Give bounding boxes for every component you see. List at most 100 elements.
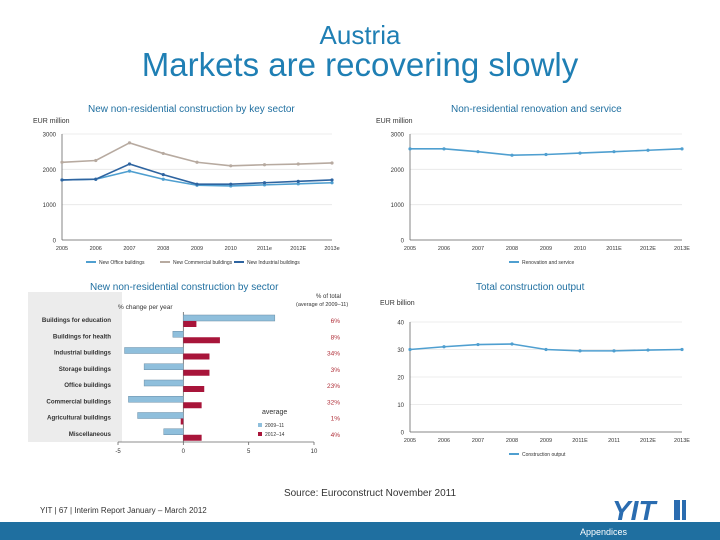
bl-xtick-label: -5 (115, 449, 121, 455)
tr-xtick-label: 2005 (404, 246, 416, 252)
tr-xtick-label: 2011E (606, 246, 622, 252)
tr-data-point (510, 153, 514, 157)
tl-data-point (330, 161, 334, 165)
br-data-point (408, 347, 412, 352)
br-data-point (612, 349, 616, 353)
br-ytick-label: 40 (397, 321, 404, 327)
bl-bar-2012-14 (183, 321, 197, 327)
bl-xtick-label: 5 (247, 449, 251, 455)
bl-bar-2009-11 (124, 347, 184, 354)
tl-data-point (127, 162, 132, 166)
tl-data-point (127, 141, 132, 145)
bl-bar-2012-14 (183, 353, 210, 360)
source-note: Source: Euroconstruct November 2011 (283, 488, 457, 499)
tl-legend-label: New Industrial buildings (247, 260, 300, 266)
tl-data-point (296, 179, 300, 183)
br-data-point (544, 347, 548, 352)
bl-bar-2009-11 (183, 314, 276, 322)
bl-category-label: Commercial buildings (46, 398, 111, 405)
bl-legend-swatch (258, 432, 262, 436)
tl-data-point (60, 178, 64, 182)
bl-category-label: Buildings for education (42, 317, 111, 324)
br-xtick-label: 2011 (608, 438, 620, 444)
br-data-point (476, 342, 480, 347)
bl-share-subheader: (average of 2009–11) (296, 302, 348, 308)
tl-data-point (161, 177, 165, 181)
bl-label-panel (28, 292, 122, 442)
bl-bar-2012-14 (183, 369, 210, 376)
bl-bar-2012-14 (180, 418, 184, 425)
br-xtick-label: 2011E (572, 438, 588, 444)
tl-data-point (262, 163, 267, 167)
br-xtick-label: 2012E (640, 438, 656, 444)
bl-bar-2009-11 (172, 331, 184, 338)
br-xtick-label: 2008 (506, 438, 518, 444)
tl-data-point (195, 182, 199, 186)
unit-top-right: EUR million (376, 118, 413, 125)
tl-data-point (262, 181, 267, 185)
br-data-point (510, 342, 514, 346)
footer-bar (0, 522, 720, 540)
bl-xtick-label: 10 (311, 449, 318, 455)
footer-text: YIT | 67 | Interim Report January – Marc… (40, 506, 207, 515)
tr-xtick-label: 2012E (640, 246, 656, 252)
tr-ytick-label: 3000 (391, 133, 405, 139)
tl-data-point (296, 162, 300, 166)
panel-title-bottom-right: Total construction output (476, 282, 585, 293)
tr-data-point (680, 147, 684, 151)
bl-bar-2009-11 (137, 412, 184, 419)
tl-ytick-label: 0 (53, 239, 57, 245)
panel-title-top-right: Non-residential renovation and service (451, 104, 622, 115)
br-ytick-label: 20 (397, 376, 404, 382)
tr-legend-label: Renovation and service (522, 260, 574, 266)
bl-share-label: 6% (331, 318, 341, 325)
tr-data-point (578, 151, 582, 155)
tl-data-point (195, 160, 199, 164)
chart-construction-by-sector: % change per year % of total (average of 2… (28, 292, 348, 455)
panel-title-bottom-left: New non-residential construction by sect… (90, 282, 279, 293)
tl-ytick-label: 2000 (43, 168, 57, 174)
tl-xtick-label: 2006 (90, 246, 102, 252)
bl-legend-label: 2012–14 (265, 432, 285, 438)
tl-ytick-label: 1000 (43, 203, 57, 209)
bl-category-label: Buildings for health (53, 333, 111, 340)
tl-data-point (229, 164, 233, 168)
tr-ytick-label: 1000 (391, 203, 405, 209)
tl-xtick-label: 2012E (290, 246, 306, 252)
bl-share-label: 34% (327, 351, 340, 358)
br-data-point (646, 348, 650, 352)
bl-bar-2012-14 (183, 434, 202, 441)
tl-data-point (127, 169, 132, 173)
bl-category-label: Storage buildings (59, 366, 112, 373)
tl-xtick-label: 2007 (123, 246, 135, 252)
tl-xtick-label: 2005 (56, 246, 68, 252)
unit-bottom-right: EUR billion (380, 300, 415, 307)
header-country: Austria (319, 20, 401, 50)
tr-xtick-label: 2010 (574, 246, 586, 252)
bl-bar-2009-11 (128, 396, 184, 403)
br-xtick-label: 2007 (472, 438, 484, 444)
bl-share-label: 8% (331, 334, 341, 341)
bl-bar-2012-14 (183, 402, 202, 409)
tl-data-point (161, 151, 165, 156)
bl-legend-label: 2009–11 (265, 423, 284, 429)
bl-bar-2012-14 (183, 386, 205, 392)
tl-xtick-label: 2013e (324, 246, 339, 252)
tr-data-point (612, 150, 616, 154)
page-title: Markets are recovering slowly (141, 46, 579, 83)
chart-renovation-and-service: 0 1000 2000 3000 2005 2006 2007 2008 2009 2010 201… (391, 133, 691, 267)
tl-xtick-label: 2011e (257, 246, 272, 252)
tr-ytick-label: 2000 (391, 168, 405, 174)
tl-data-point (229, 182, 233, 186)
tl-series-line (61, 163, 333, 185)
bl-share-label: 23% (327, 383, 340, 390)
bl-share-label: 32% (327, 399, 340, 406)
br-data-point (442, 345, 446, 349)
bl-bar-2012-14 (183, 337, 220, 344)
bl-xtick-label: 0 (182, 449, 186, 455)
br-ytick-label: 10 (397, 403, 404, 409)
tr-xtick-label: 2008 (506, 246, 518, 252)
tl-legend-label: New Commercial buildings (173, 260, 233, 266)
tr-xtick-label: 2007 (472, 246, 484, 252)
tr-data-point (476, 150, 480, 154)
